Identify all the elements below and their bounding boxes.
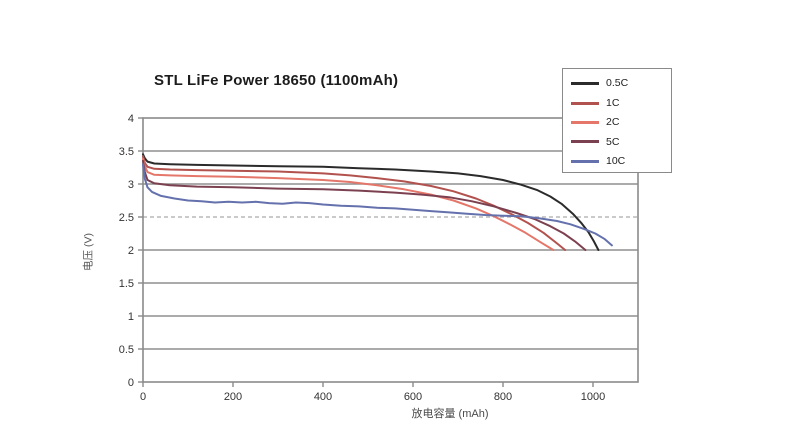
y-tick-label: 2.5 [119,212,134,224]
legend-item-2C: 2C [563,113,671,132]
x-tick-label: 200 [224,391,242,403]
legend-line-swatch [571,120,599,124]
legend-label: 2C [606,116,620,129]
chart-title: STL LiFe Power 18650 (1100mAh) [154,72,399,89]
legend-label: 5C [606,135,620,148]
y-tick-label: 0 [128,377,134,389]
y-tick-label: 1 [128,311,134,323]
legend: 0.5C 1C 2C 5C 10C [562,68,672,173]
x-tick-label: 600 [404,391,422,403]
legend-label: 0.5C [606,77,629,90]
series-line-0.5C [142,153,600,251]
series-line-5C [142,159,587,251]
y-tick-label: 4 [128,113,134,125]
y-tick-label: 3.5 [119,146,134,158]
x-tick-label: 800 [494,391,512,403]
legend-item-0.5C: 0.5C [563,74,671,93]
series-line-2C [142,157,555,251]
x-tick-label: 1000 [581,391,605,403]
legend-item-1C: 1C [563,93,671,112]
legend-line-swatch [571,101,599,105]
legend-item-10C: 10C [563,152,671,171]
x-tick-label: 400 [314,391,332,403]
legend-item-5C: 5C [563,132,671,151]
x-axis-label: 放电容量 (mAh) [411,408,489,420]
series-line-1C [142,155,567,251]
legend-line-swatch [571,82,599,86]
legend-label: 1C [606,96,620,109]
y-axis-label: 电压 (V) [82,233,95,271]
y-tick-label: 0.5 [119,344,134,356]
y-tick-label: 3 [128,179,134,191]
x-tick-label: 0 [140,391,146,403]
y-tick-label: 1.5 [119,278,134,290]
legend-line-swatch [571,140,599,144]
legend-label: 10C [606,155,626,167]
y-tick-label: 2 [128,245,134,257]
legend-line-swatch [571,159,599,163]
series-line-10C [142,163,613,247]
